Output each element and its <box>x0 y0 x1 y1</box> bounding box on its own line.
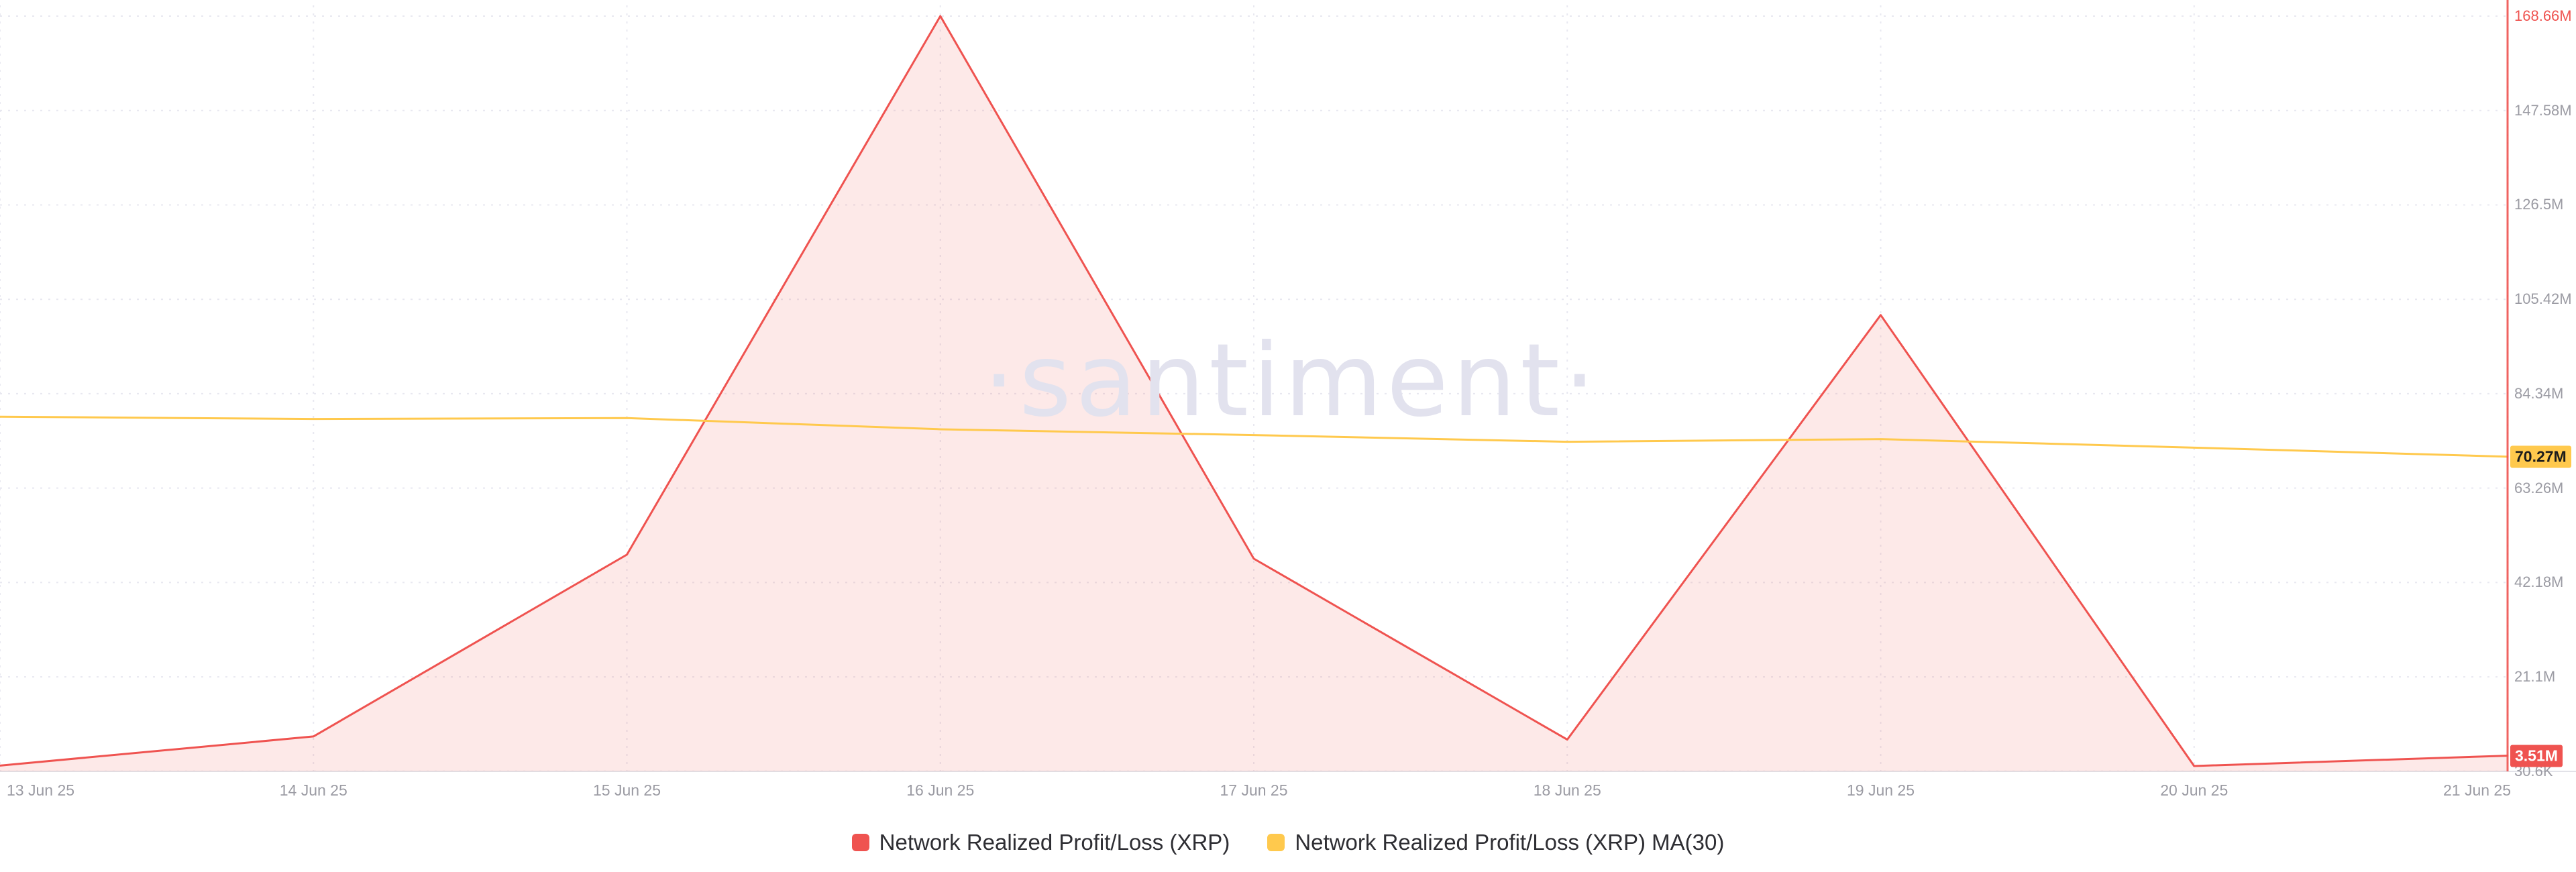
axis-value-badge: 70.27M <box>2510 445 2571 468</box>
x-tick-label: 14 Jun 25 <box>279 781 347 799</box>
area-fill-network-realized-pl <box>0 16 2508 771</box>
y-tick-label: 105.42M <box>2514 290 2572 308</box>
y-tick-label: 63.26M <box>2514 479 2564 496</box>
x-tick-label: 20 Jun 25 <box>2160 781 2229 799</box>
x-tick-label: 19 Jun 25 <box>1846 781 1915 799</box>
x-tick-label: 13 Jun 25 <box>7 781 75 799</box>
legend-swatch-icon <box>851 834 869 851</box>
y-tick-label: 84.34M <box>2514 384 2564 402</box>
x-tick-label: 15 Jun 25 <box>592 781 661 799</box>
x-tick-label: 16 Jun 25 <box>906 781 975 799</box>
legend: Network Realized Profit/Loss (XRP) Networ… <box>0 822 2576 863</box>
y-tick-label: 168.66M <box>2514 7 2572 24</box>
y-tick-label: 126.5M <box>2514 196 2564 213</box>
x-tick-label: 21 Jun 25 <box>2443 781 2511 799</box>
y-tick-label: 147.58M <box>2514 101 2572 119</box>
santiment-watermark: ·santiment· <box>983 323 1600 439</box>
y-tick-label: 21.1M <box>2514 668 2556 686</box>
axis-value-badge: 3.51M <box>2510 745 2563 767</box>
y-tick-label: 42.18M <box>2514 574 2564 591</box>
legend-label: Network Realized Profit/Loss (XRP) MA(30… <box>1295 830 1725 855</box>
x-tick-label: 18 Jun 25 <box>1533 781 1601 799</box>
legend-item-ma30[interactable]: Network Realized Profit/Loss (XRP) MA(30… <box>1267 829 1724 856</box>
series-line-network-realized-pl <box>0 15 2509 767</box>
legend-item-network-realized-pl[interactable]: Network Realized Profit/Loss (XRP) <box>851 829 1230 856</box>
series-line-ma30 <box>0 415 2509 458</box>
legend-swatch-icon <box>1267 834 1285 851</box>
legend-label: Network Realized Profit/Loss (XRP) <box>879 830 1230 855</box>
x-tick-label: 17 Jun 25 <box>1220 781 1288 799</box>
